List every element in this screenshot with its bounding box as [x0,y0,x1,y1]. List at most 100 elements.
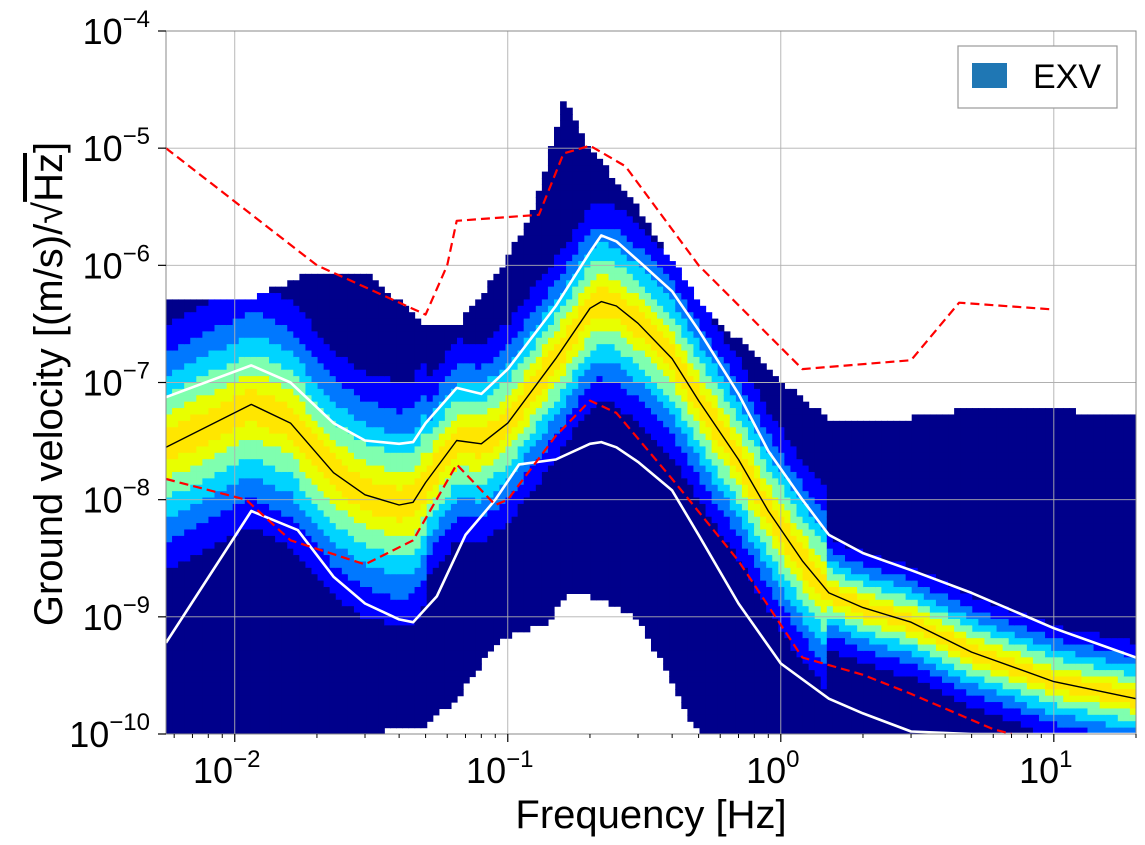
heatmap-cell [190,318,197,326]
heatmap-cell [390,414,397,422]
heatmap-cell [554,580,561,588]
heatmap-cell [378,650,385,658]
heatmap-cell [329,682,337,690]
heatmap-cell [408,676,416,684]
heatmap-cell [172,471,179,479]
heatmap-cell [517,599,525,607]
heatmap-cell [529,318,537,326]
heatmap-cell [238,657,246,665]
heatmap-cell [487,305,494,313]
heatmap-cell [196,529,203,537]
heatmap-cell [584,465,591,473]
heatmap-cell [293,631,300,639]
heatmap-cell [463,561,470,569]
heatmap-cell [263,689,270,697]
heatmap-cell [414,484,422,492]
heatmap-cell [499,324,507,332]
heatmap-cell [190,427,197,435]
heatmap-cell [469,459,476,467]
heatmap-cell [275,408,282,416]
heatmap-cell [347,535,355,543]
heatmap-cell [353,312,361,320]
heatmap-cell [572,197,579,205]
heatmap-cell [523,293,531,301]
heatmap-cell [238,344,246,352]
heatmap-cell [511,331,519,339]
heatmap-cell [372,625,379,633]
heatmap-cell [226,363,234,371]
heatmap-cell [372,618,379,626]
heatmap-cell [329,465,337,473]
heatmap-cell [269,395,276,403]
heatmap-cell [244,555,252,563]
heatmap-cell [481,331,488,339]
heatmap-cell [263,324,270,332]
heatmap-cell [196,344,203,352]
heatmap-cell [208,408,216,416]
heatmap-cell [281,286,288,294]
heatmap-cell [554,433,561,441]
heatmap-cell [256,650,264,658]
heatmap-cell [250,497,258,505]
heatmap-cell [554,344,561,352]
heatmap-cell [202,318,210,326]
heatmap-cell [475,631,482,639]
heatmap-cell [572,318,579,326]
heatmap-cell [590,337,598,345]
heatmap-cell [317,318,325,326]
heatmap-cell [602,305,610,313]
heatmap-cell [378,644,385,652]
heatmap-cell [547,248,555,256]
heatmap-cell [220,471,228,479]
heatmap-cell [608,261,616,269]
heatmap-cell [226,324,234,332]
heatmap-cell [275,356,282,364]
heatmap-cell [457,478,464,486]
heatmap-cell [529,363,537,371]
heatmap-cell [281,408,288,416]
heatmap-cell [166,599,173,607]
heatmap-cell [208,510,216,518]
heatmap-cell [608,401,616,409]
heatmap-cell [499,273,507,281]
heatmap-cell [184,446,191,454]
heatmap-cell [329,580,337,588]
heatmap-cell [572,363,579,371]
heatmap-cell [281,414,288,422]
heatmap-cell [317,395,325,403]
heatmap-cell [366,408,373,416]
heatmap-cell [584,350,591,358]
heatmap-cell [329,510,337,518]
heatmap-cell [560,120,567,128]
heatmap-cell [335,465,343,473]
heatmap-cell [511,491,519,499]
heatmap-cell [366,420,373,428]
heatmap-cell [208,708,216,716]
heatmap-cell [499,267,507,275]
heatmap-cell [323,721,331,729]
heatmap-cell [184,516,191,524]
heatmap-cell [426,695,434,703]
heatmap-cell [341,363,349,371]
heatmap-cell [463,670,470,678]
heatmap-cell [347,644,355,652]
heatmap-cell [214,427,222,435]
heatmap-cell [402,331,410,339]
heatmap-cell [287,452,294,460]
heatmap-cell [208,695,216,703]
heatmap-cell [256,305,264,313]
heatmap-cell [287,471,294,479]
heatmap-cell [505,593,513,601]
heatmap-cell [505,312,513,320]
heatmap-cell [547,471,555,479]
heatmap-cell [293,657,300,665]
heatmap-cell [608,209,616,217]
heatmap-cell [244,376,252,384]
heatmap-cell [178,523,185,531]
heatmap-cell [390,331,397,339]
heatmap-cell [299,363,307,371]
heatmap-cell [517,587,525,594]
heatmap-cell [560,388,567,396]
heatmap-cell [517,459,525,467]
heatmap-cell [438,376,446,384]
